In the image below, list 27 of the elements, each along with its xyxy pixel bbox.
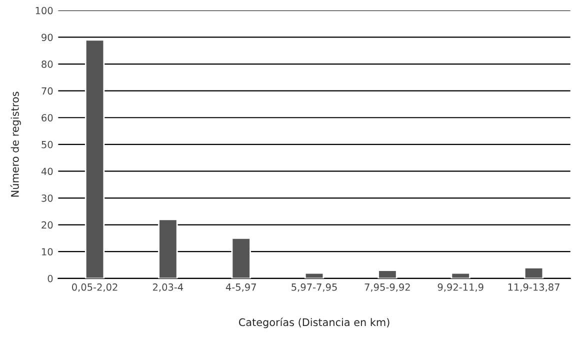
x-tick-label: 11,9-13,87 (508, 283, 560, 292)
bar (231, 238, 251, 278)
y-tick-label: 90 (42, 34, 53, 42)
x-tick-label: 0,05-2,02 (72, 283, 118, 292)
y-axis-title: Número de registros (10, 92, 21, 197)
y-tick-label: 30 (42, 194, 53, 202)
y-tick-label: 0 (48, 274, 53, 282)
y-tick-label: 40 (41, 168, 53, 176)
bar (304, 272, 324, 278)
bar (378, 270, 398, 278)
x-tick-label: 2,03-4 (152, 283, 184, 292)
bar (524, 266, 544, 278)
x-tick-label: 7,95-9,92 (364, 283, 410, 292)
y-tick-label: 100 (36, 6, 53, 14)
y-tick-label: 70 (42, 87, 53, 95)
y-tick-label: 20 (42, 221, 53, 229)
y-tick-label: 60 (42, 114, 53, 122)
x-tick-label: 9,92-11,9 (438, 283, 484, 292)
bar (84, 39, 105, 278)
y-tick-label: 80 (42, 60, 53, 68)
x-axis-title: Categorías (Distancia en km) (238, 318, 390, 328)
x-tick-label: 4-5,97 (226, 283, 256, 292)
bar (450, 272, 470, 278)
x-tick-label: 5,97-7,95 (292, 283, 337, 292)
bar (158, 218, 178, 278)
y-tick-label: 10 (42, 248, 53, 256)
y-tick-label: 50 (42, 140, 53, 148)
